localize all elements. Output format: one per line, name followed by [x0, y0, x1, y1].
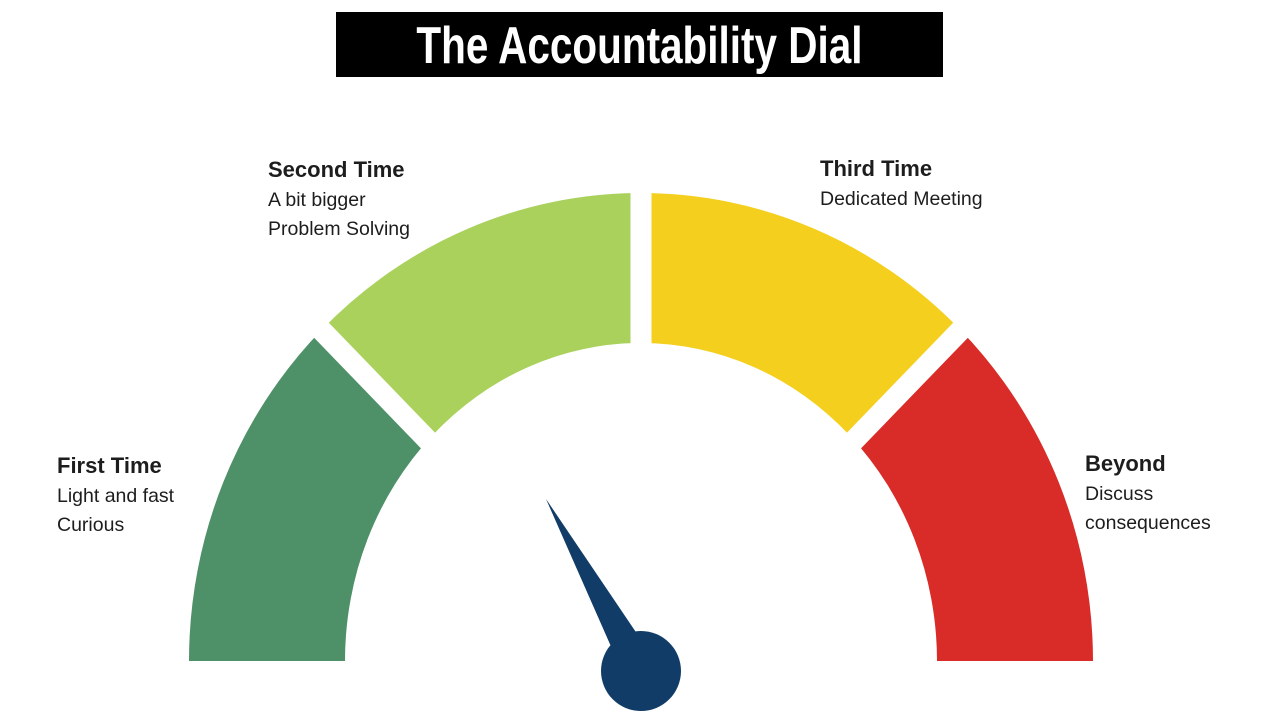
label-second-time: Second Time A bit bigger Problem Solving [268, 156, 410, 244]
label-line: Curious [57, 514, 125, 536]
label-line: Problem Solving [268, 218, 410, 240]
label-line: Dedicated Meeting [820, 188, 983, 210]
needle-pointer [546, 499, 647, 663]
segment-first-time [189, 330, 432, 661]
segment-second-time [321, 193, 641, 437]
label-line: A bit bigger [268, 189, 366, 211]
segment-beyond [850, 330, 1093, 661]
page-title: The Accountability Dial [416, 15, 863, 74]
label-heading: Third Time [820, 156, 933, 181]
label-third-time: Third Time Dedicated Meeting [820, 155, 983, 214]
label-line: consequences [1085, 512, 1211, 534]
label-heading: Beyond [1085, 451, 1166, 476]
title-banner: The Accountability Dial [336, 12, 943, 77]
label-heading: Second Time [268, 157, 405, 182]
needle-hub [601, 631, 681, 711]
label-first-time: First Time Light and fast Curious [57, 452, 174, 540]
label-line: Discuss [1085, 483, 1154, 505]
label-line: Light and fast [57, 485, 175, 507]
segment-third-time [641, 193, 961, 437]
segment-gap-line [633, 283, 1007, 669]
segment-gap-line [275, 283, 649, 669]
label-heading: First Time [57, 453, 162, 478]
label-beyond: Beyond Discuss consequences [1085, 450, 1211, 538]
